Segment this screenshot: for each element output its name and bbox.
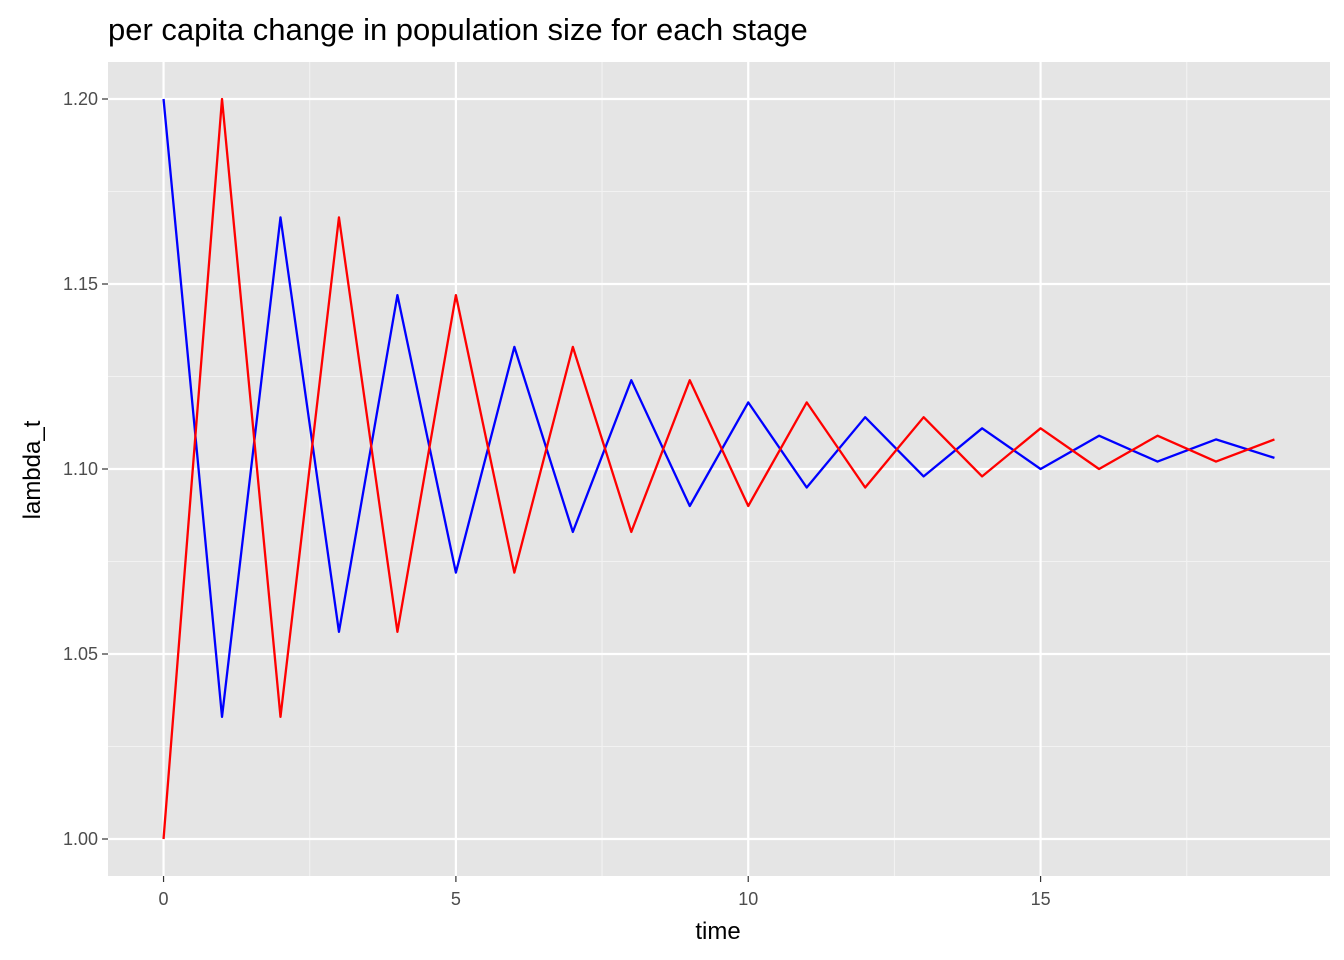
y-tick-label: 1.00	[63, 829, 98, 849]
chart-title: per capita change in population size for…	[108, 12, 808, 47]
series-line-1	[162, 98, 1275, 719]
major-gridlines	[108, 62, 1330, 876]
x-tick-label: 0	[159, 889, 169, 909]
x-axis: 0 5 10 15	[159, 876, 1051, 909]
y-tick-label: 1.10	[63, 459, 98, 479]
y-tick-label: 1.15	[63, 274, 98, 294]
y-axis-title: lambda_t	[19, 420, 46, 519]
series-layer	[162, 97, 1275, 840]
x-tick-label: 15	[1031, 889, 1051, 909]
x-axis-title: time	[695, 918, 740, 945]
x-tick-label: 10	[738, 889, 758, 909]
series-line-2	[162, 97, 1275, 840]
y-tick-label: 1.20	[63, 89, 98, 109]
x-tick-label: 5	[451, 889, 461, 909]
y-tick-label: 1.05	[63, 644, 98, 664]
y-axis: 1.00 1.05 1.10 1.15 1.20	[63, 89, 108, 849]
